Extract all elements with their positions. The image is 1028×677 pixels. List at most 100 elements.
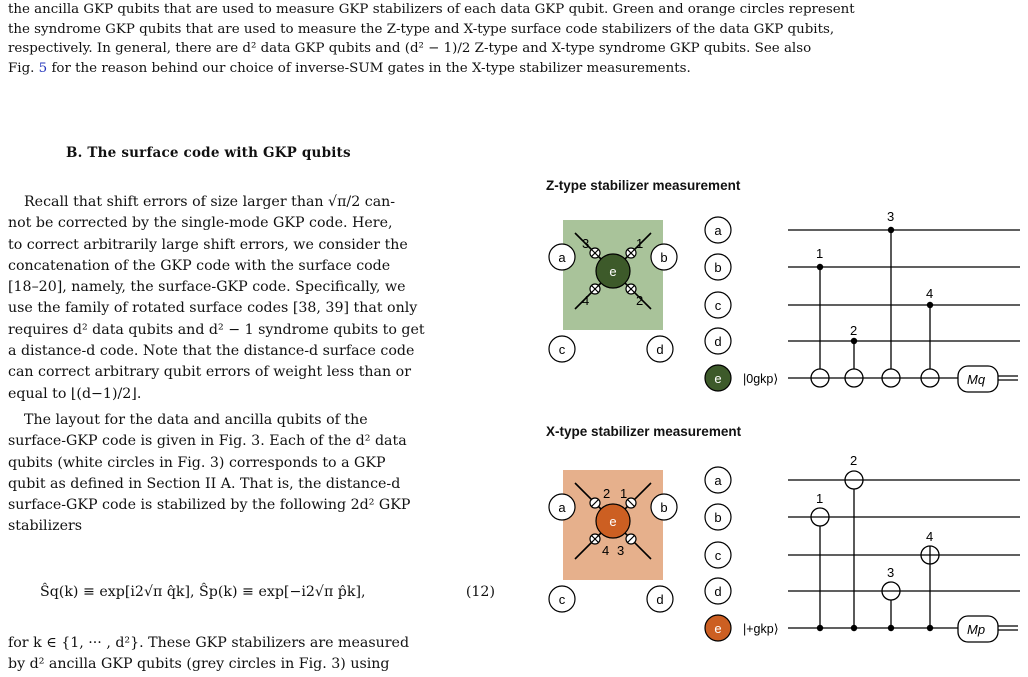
text-line: by d² ancilla GKP qubits (grey circles i… [8, 656, 390, 673]
target-oplus [810, 368, 830, 388]
wire-label-e [704, 614, 732, 642]
equation-12: Ŝq(k) ≡ exp[i2√π q̂k], Ŝp(k) ≡ exp[−i2√π… [40, 584, 495, 600]
wire-label-text: b [714, 510, 721, 525]
qubit-c-label: c [559, 342, 566, 357]
wire-label-text: e [714, 621, 721, 636]
qubit-b [650, 243, 678, 271]
z-cnot-marker [625, 283, 637, 295]
wire-label-text: d [714, 334, 721, 349]
text-line: can correct arbitrary qubit errors of we… [8, 364, 411, 381]
wire-label-d [704, 327, 732, 355]
control-dot [887, 624, 895, 632]
stabilizer-figure: 3 1 4 2 a b c d e a b c d e |0gkp⟩ [548, 209, 1020, 643]
target-oplus [844, 368, 864, 388]
text-line: qubits (white circles in Fig. 3) corresp… [8, 454, 386, 471]
control-dot [850, 624, 858, 632]
z-syndrome-label: e [609, 264, 616, 279]
caption-line: the syndrome GKP qubits that are used to… [8, 21, 835, 37]
z-cnot-marker [589, 247, 601, 259]
caption-line: Fig. 5 for the reason behind our choice … [8, 60, 691, 76]
wire-label-text: d [714, 584, 721, 599]
wire-label-c [704, 291, 732, 319]
x-figure-title: X-type stabilizer measurement [546, 424, 742, 439]
figure-caption: the ancilla GKP qubits that are used to … [8, 0, 1020, 78]
text-line: The layout for the data and ancilla qubi… [24, 412, 368, 428]
paragraph-2: The layout for the data and ancilla qubi… [8, 410, 494, 538]
wire-label-text: c [715, 298, 722, 313]
z-order-label: 1 [636, 236, 643, 251]
x-plaquette: 2 1 4 3 a b c d e [548, 470, 678, 613]
z-circuit: a b c d e |0gkp⟩ 1 2 3 4 Mq [704, 209, 1020, 393]
wire-label-text: a [714, 473, 722, 488]
target-ominus [881, 581, 901, 601]
z-input-state: |0gkp⟩ [743, 372, 778, 386]
z-order-label: 3 [582, 236, 589, 251]
target-oplus [920, 368, 940, 388]
target-ominus [920, 545, 940, 565]
x-syndrome-label: e [609, 514, 616, 529]
x-order-label: 4 [602, 543, 609, 558]
text-line: to correct arbitrarily large shift error… [8, 236, 408, 253]
wire-label-e [704, 364, 732, 392]
x-syndrome-qubit [595, 503, 631, 539]
x-circuit: a b c d e |+gkp⟩ 1 2 3 4 Mp [704, 453, 1020, 643]
text-line: not be corrected by the single-mode GKP … [8, 215, 393, 232]
z-syndrome-qubit [595, 253, 631, 289]
control-dot [926, 301, 934, 309]
gate-order-label: 4 [926, 286, 933, 301]
gate-order-label: 3 [887, 209, 894, 224]
qubit-a-label: a [558, 500, 566, 515]
qubit-a-label: a [558, 250, 566, 265]
wire-label-a [704, 216, 732, 244]
qubit-c [548, 585, 576, 613]
fig-link[interactable]: 5 [38, 60, 48, 76]
qubit-b-label: b [660, 250, 667, 265]
text-line: Recall that shift errors of size larger … [24, 194, 396, 210]
z-cnot-marker [589, 283, 601, 295]
z-measurement-label: Mq [967, 372, 986, 387]
target-oplus [881, 368, 901, 388]
z-cnot-marker [625, 247, 637, 259]
control-dot [816, 263, 824, 271]
text-line: for k ∈ {1, ··· , d²}. These GKP stabili… [8, 635, 410, 651]
qubit-c-label: c [559, 592, 566, 607]
gate-order-label: 2 [850, 453, 857, 468]
x-measurement-label: Mp [967, 622, 985, 637]
wire-label-text: a [714, 223, 722, 238]
gate-order-label: 1 [816, 246, 823, 261]
text-line: equal to ⌊(d−1)/2⌋. [8, 385, 142, 402]
gate-order-label: 3 [887, 565, 894, 580]
wire-label-text: e [714, 371, 721, 386]
control-dot [816, 624, 824, 632]
x-order-label: 1 [620, 486, 627, 501]
qubit-d [646, 585, 674, 613]
control-dot [850, 337, 858, 345]
x-inverse-sum-marker [589, 497, 601, 509]
qubit-d-label: d [656, 342, 663, 357]
control-dot [926, 624, 934, 632]
text-line: qubit as defined in Section II A. That i… [8, 475, 401, 492]
caption-line: the ancilla GKP qubits that are used to … [8, 2, 855, 17]
gate-order-label: 4 [926, 529, 933, 544]
equation-number: (12) [465, 584, 495, 600]
equation-body: Ŝq(k) ≡ exp[i2√π q̂k], Ŝp(k) ≡ exp[−i2√π… [40, 584, 366, 600]
text-line: concatenation of the GKP code with the s… [8, 257, 391, 274]
x-inverse-sum-marker [625, 533, 637, 545]
qubit-a [548, 493, 576, 521]
caption-line: respectively. In general, there are d² d… [8, 41, 812, 56]
text-line: surface-GKP code is given in Fig. 3. Eac… [8, 433, 407, 450]
target-ominus [810, 507, 830, 527]
x-order-label: 2 [603, 486, 610, 501]
section-title: B. The surface code with GKP qubits [66, 145, 351, 161]
paragraph-1: Recall that shift errors of size larger … [8, 192, 494, 405]
text-line: surface-GKP code is stabilized by the fo… [8, 497, 411, 514]
x-inverse-sum-marker [589, 533, 601, 545]
x-inverse-sum-marker [625, 497, 637, 509]
qubit-d [646, 335, 674, 363]
text-line: use the family of rotated surface codes … [8, 300, 418, 317]
z-order-label: 2 [636, 293, 643, 308]
qubit-c [548, 335, 576, 363]
z-order-label: 4 [582, 293, 589, 308]
wire-label-a [704, 466, 732, 494]
qubit-d-label: d [656, 592, 663, 607]
